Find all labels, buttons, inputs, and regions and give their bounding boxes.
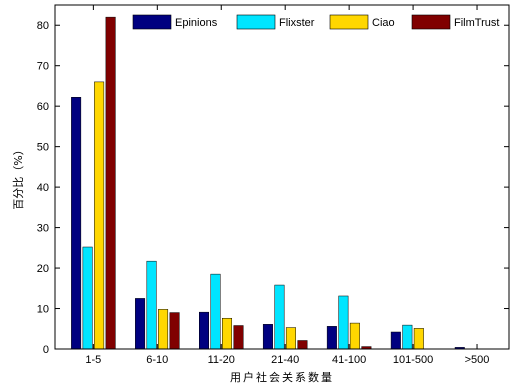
x-tick-label: 41-100 (332, 354, 366, 366)
y-tick-label: 50 (37, 142, 49, 154)
legend: Epinions Flixster Ciao FilmTrust (132, 14, 499, 30)
x-tick-label: 101-500 (393, 354, 433, 366)
y-tick-label: 80 (37, 20, 49, 32)
bar-epinions-5 (326, 326, 337, 350)
legend-label-ciao: Ciao (372, 17, 395, 29)
y-tick-label: 70 (37, 61, 49, 73)
legend-swatch-ciao (329, 14, 369, 30)
legend-label-flixster: Flixster (279, 17, 315, 29)
bar-flixster-5 (338, 295, 349, 350)
x-tick-label: 11-20 (208, 354, 235, 366)
x-axis: 1-5 6-10 11-20 21-40 41-100 101-500 >500 (85, 5, 489, 366)
bar-filmtrust-3 (233, 325, 244, 350)
x-axis-title: 用户社会关系数量 (230, 370, 334, 384)
bar-epinions-3 (199, 311, 210, 350)
legend-swatch-flixster (236, 14, 276, 30)
y-tick-label: 0 (43, 344, 49, 356)
bar-filmtrust-2 (169, 312, 180, 350)
bar-ciao-4 (285, 327, 296, 350)
bar-ciao-2 (158, 309, 169, 350)
bar-epinions-1 (71, 97, 82, 350)
plot-frame (54, 4, 510, 350)
legend-label-filmtrust: FilmTrust (454, 17, 499, 29)
bar-filmtrust-4 (297, 340, 308, 350)
x-tick-label: 21-40 (271, 354, 299, 366)
bar-ciao-5 (349, 322, 360, 350)
bar-ciao-6 (413, 328, 424, 350)
legend-swatch-epinions (132, 14, 172, 30)
bar-flixster-1 (82, 246, 93, 350)
bar-epinions-4 (262, 324, 273, 350)
y-axis-title: 百分比（%） (12, 144, 25, 209)
bar-epinions-2 (135, 298, 146, 350)
bar-filmtrust-1 (105, 16, 116, 350)
bar-flixster-2 (146, 260, 157, 350)
y-axis: 0 10 20 30 40 50 60 70 80 (37, 20, 509, 356)
y-tick-label: 40 (37, 182, 49, 194)
legend-label-epinions: Epinions (175, 17, 218, 29)
y-tick-label: 10 (37, 304, 49, 316)
bar-flixster-6 (402, 324, 413, 350)
x-tick-label: 1-5 (85, 354, 101, 366)
y-tick-label: 60 (37, 101, 49, 113)
bar-epinions-6 (390, 331, 401, 350)
bar-flixster-3 (210, 273, 221, 350)
bar-ciao-1 (94, 81, 105, 350)
y-tick-label: 20 (37, 263, 49, 275)
legend-swatch-filmtrust (411, 14, 451, 30)
bar-flixster-4 (274, 284, 285, 350)
x-tick-label: >500 (465, 354, 490, 366)
bar-ciao-3 (222, 317, 233, 350)
x-tick-label: 6-10 (146, 354, 168, 366)
y-tick-label: 30 (37, 223, 49, 235)
